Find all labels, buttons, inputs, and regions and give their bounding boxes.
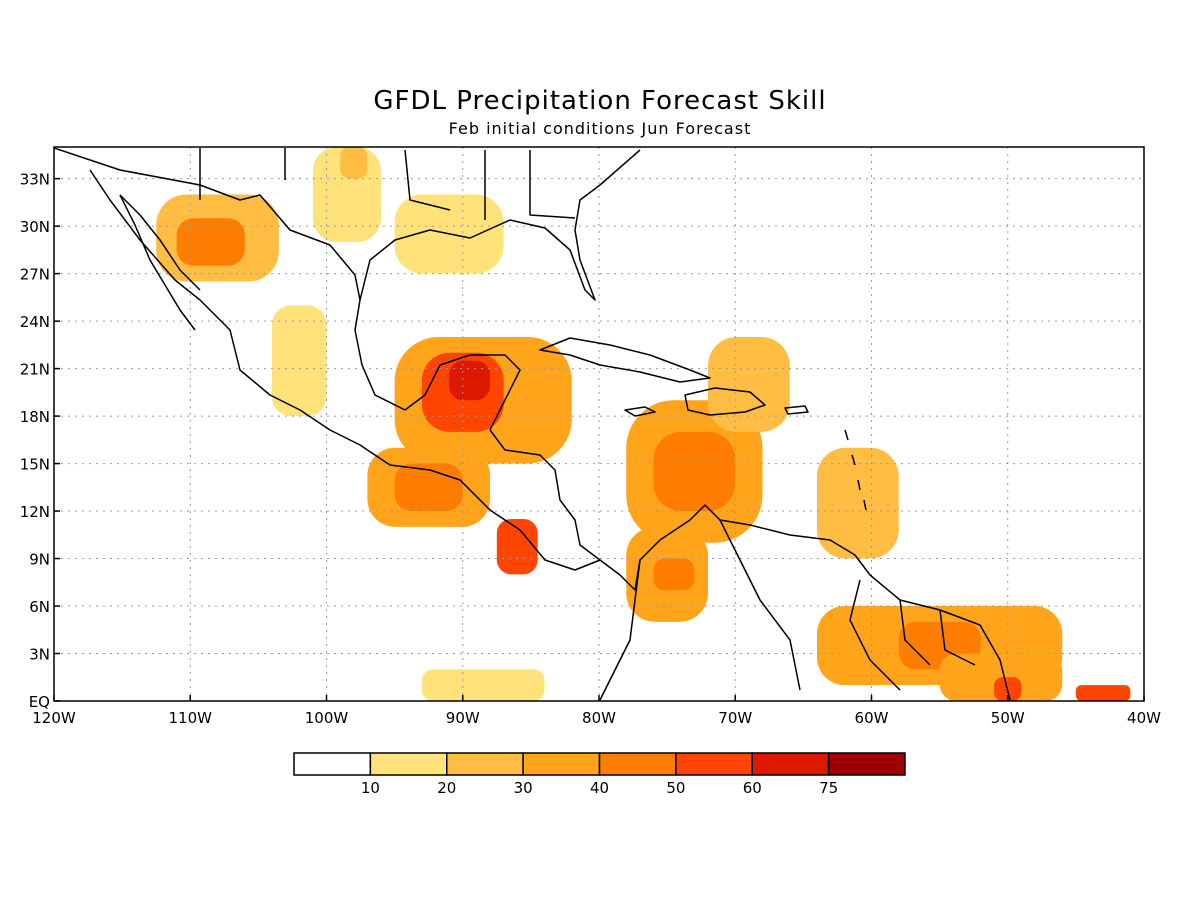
lat-tick-label: 21N: [20, 361, 50, 379]
lat-tick-label: 30N: [20, 218, 50, 236]
colorbar-swatch: [293, 752, 372, 776]
lat-tick-label: 18N: [20, 408, 50, 426]
skill-region-caribbean-central-core: [653, 431, 736, 512]
colorbar-label: 30: [514, 779, 533, 797]
skill-region-amazon-mouth: [939, 653, 1063, 701]
lat-tick-label: 24N: [20, 313, 50, 331]
lat-tick-label: 3N: [29, 646, 50, 664]
colorbar-label: 75: [819, 779, 838, 797]
lat-tick-label: 27N: [20, 266, 50, 284]
map-title: GFDL Precipitation Forecast Skill: [373, 86, 827, 116]
skill-region-atlantic-equator: [1075, 685, 1131, 701]
skill-region-colombia-core: [653, 558, 695, 591]
lon-tick-label: 80W: [582, 709, 616, 727]
colorbar-swatch: [369, 752, 448, 776]
colorbar-swatch: [522, 752, 601, 776]
coastlines: [54, 147, 1011, 701]
lat-tick-label: 6N: [29, 598, 50, 616]
colorbar-swatch: [827, 752, 906, 776]
lat-tick-label: EQ: [29, 693, 50, 711]
lon-tick-label: 50W: [991, 709, 1025, 727]
skill-region-lesser-antilles: [817, 447, 899, 559]
lon-tick-label: 90W: [446, 709, 480, 727]
skill-region-ecuador-sea: [421, 669, 545, 701]
lon-tick-label: 100W: [305, 709, 349, 727]
lat-tick-label: 33N: [20, 171, 50, 189]
lon-tick-label: 70W: [718, 709, 752, 727]
skill-shading: [156, 147, 1131, 701]
lon-tick-label: 110W: [169, 709, 213, 727]
lat-tick-label: 9N: [29, 551, 50, 569]
colorbar-swatch: [446, 752, 524, 776]
skill-region-sw-mexico: [272, 305, 327, 417]
colorbar: 10 20 30 40 50 60 75: [293, 752, 906, 797]
colorbar-label: 40: [590, 779, 609, 797]
lon-tick-label: 60W: [855, 709, 889, 727]
lat-tick-label: 15N: [20, 456, 50, 474]
longitude-axis: 120W 110W 100W 90W 80W 70W 60W 50W 40W: [32, 695, 1161, 727]
skill-region-baja-sonora-core: [176, 218, 245, 266]
lat-tick-label: 12N: [20, 503, 50, 521]
skill-region-pacific-guatemala-core: [394, 463, 463, 512]
colorbar-label: 10: [361, 779, 380, 797]
skill-region-gulf-yucatan-peak: [449, 360, 490, 401]
lon-tick-label: 120W: [32, 709, 76, 727]
skill-region-texas-north-b: [340, 147, 368, 179]
colorbar-label: 20: [437, 779, 456, 797]
colorbar-swatch: [675, 752, 753, 776]
colorbar-label: 50: [666, 779, 685, 797]
lon-tick-label: 40W: [1127, 709, 1161, 727]
colorbar-swatch: [751, 752, 830, 776]
skill-region-cuba-east: [708, 336, 790, 432]
map-subtitle: Feb initial conditions Jun Forecast: [448, 119, 752, 138]
map-gridlines: [54, 147, 1144, 701]
latitude-axis: 33N 30N 27N 24N 21N 18N 15N 12N 9N 6N 3N EQ: [20, 171, 60, 711]
colorbar-label: 60: [743, 779, 762, 797]
skill-region-costa-rica-pacific: [496, 518, 538, 575]
colorbar-swatch: [598, 752, 677, 776]
